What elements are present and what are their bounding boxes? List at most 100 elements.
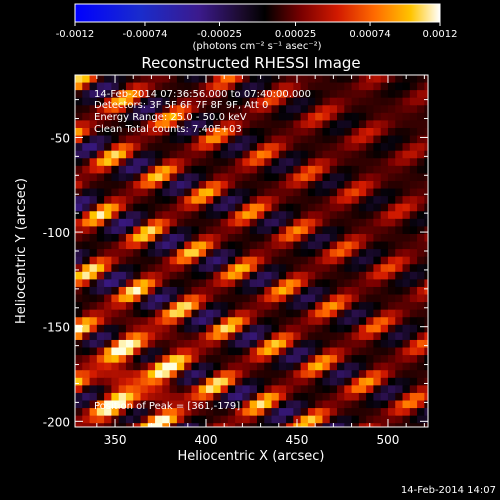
heatmap-cell (256, 203, 265, 212)
heatmap-cell (235, 249, 243, 258)
heatmap-cell (409, 309, 418, 318)
heatmap-cell (206, 75, 214, 84)
heatmap-cell (417, 143, 425, 152)
heatmap-cell (89, 180, 98, 190)
heatmap-cell (286, 355, 294, 364)
heatmap-cell (417, 241, 425, 250)
heatmap-cell (220, 188, 229, 197)
heatmap-cell (300, 264, 309, 273)
heatmap-cell (184, 196, 193, 205)
colorbar: -0.0012 -0.00074 -0.00025 0.00025 0.00074 0.0… (56, 3, 458, 52)
heatmap-cell (409, 158, 418, 167)
heatmap-cell (264, 165, 273, 175)
heatmap-cell (140, 264, 149, 273)
heatmap-cell (111, 355, 120, 364)
heatmap-cell (242, 385, 251, 394)
heatmap-cell (111, 158, 120, 167)
heatmap-cell (206, 173, 214, 182)
heatmap-cell (358, 347, 367, 356)
heatmap-cell (387, 377, 396, 386)
heatmap-cell (147, 256, 156, 265)
heatmap-cell (235, 120, 243, 129)
heatmap-cell (176, 241, 185, 250)
heatmap-cell (358, 309, 367, 318)
heatmap-cell (220, 256, 229, 265)
heatmap-cell (125, 82, 134, 91)
heatmap-cell (104, 339, 112, 349)
heatmap-cell (235, 90, 243, 99)
heatmap-cell (264, 370, 273, 379)
heatmap-cell (198, 317, 207, 326)
heatmap-cell (395, 143, 404, 152)
heatmap-cell (424, 370, 428, 379)
heatmap-cell (409, 135, 418, 144)
heatmap-cell (206, 332, 214, 341)
heatmap-cell (82, 203, 91, 212)
heatmap-cell (300, 127, 309, 137)
heatmap-cell (249, 143, 258, 152)
heatmap-cell (272, 431, 280, 439)
heatmap-cell (373, 256, 382, 265)
heatmap-cell (366, 218, 375, 227)
heatmap-cell (162, 165, 171, 175)
heatmap-cell (227, 226, 236, 235)
heatmap-cell (75, 347, 83, 356)
heatmap-cell (293, 241, 302, 250)
heatmap-cell (96, 271, 105, 280)
heatmap-cell (169, 355, 178, 364)
heatmap-cell (220, 302, 229, 311)
heatmap-cell (344, 431, 352, 439)
heatmap-cell (380, 370, 389, 379)
heatmap-cell (373, 180, 382, 190)
heatmap-cell (133, 233, 142, 243)
heatmap-cell (300, 112, 309, 122)
heatmap-cell (417, 226, 425, 235)
heatmap-cell (307, 158, 316, 167)
heatmap-cell (373, 294, 382, 303)
heatmap-cell (344, 294, 353, 303)
heatmap-cell (271, 347, 280, 356)
heatmap-cell (293, 294, 302, 303)
heatmap-cell (133, 203, 142, 212)
heatmap-cell (344, 256, 353, 265)
heatmap-cell (424, 355, 428, 364)
heatmap-cell (206, 392, 214, 402)
heatmap-cell (395, 173, 404, 182)
heatmap-cell (373, 135, 382, 144)
heatmap-cell (249, 211, 258, 220)
heatmap-cell (213, 408, 222, 417)
heatmap-cell (373, 127, 382, 137)
heatmap-cell (75, 370, 83, 379)
heatmap-cell (387, 302, 396, 311)
heatmap-cell (329, 347, 338, 356)
heatmap-cell (206, 165, 214, 175)
heatmap-cell (395, 188, 404, 197)
heatmap-cell (358, 256, 367, 265)
heatmap-cell (184, 180, 193, 190)
heatmap-cell (220, 196, 229, 205)
heatmap-cell (191, 158, 200, 167)
heatmap-cell (162, 423, 171, 427)
heatmap-cell (249, 400, 258, 409)
heatmap-cell (307, 203, 316, 212)
heatmap-cell (432, 151, 440, 159)
heatmap-cell (293, 120, 302, 129)
heatmap-cell (191, 385, 200, 394)
heatmap-cell (432, 355, 440, 363)
heatmap-cell (140, 339, 149, 349)
heatmap-cell (75, 279, 83, 288)
heatmap-cell (235, 309, 243, 318)
heatmap-cell (337, 355, 345, 364)
heatmap-cell (140, 309, 149, 318)
heatmap-cell (147, 408, 156, 417)
heatmap-cell (227, 286, 236, 296)
heatmap-cell (227, 143, 236, 152)
heatmap-cell (329, 203, 338, 212)
heatmap-cell (242, 97, 251, 106)
heatmap-cell (169, 173, 178, 182)
heatmap-cell (104, 302, 112, 311)
heatmap-cell (409, 211, 418, 220)
heatmap-cell (227, 97, 236, 106)
heatmap-cell (75, 203, 83, 212)
heatmap-cell (82, 120, 91, 129)
